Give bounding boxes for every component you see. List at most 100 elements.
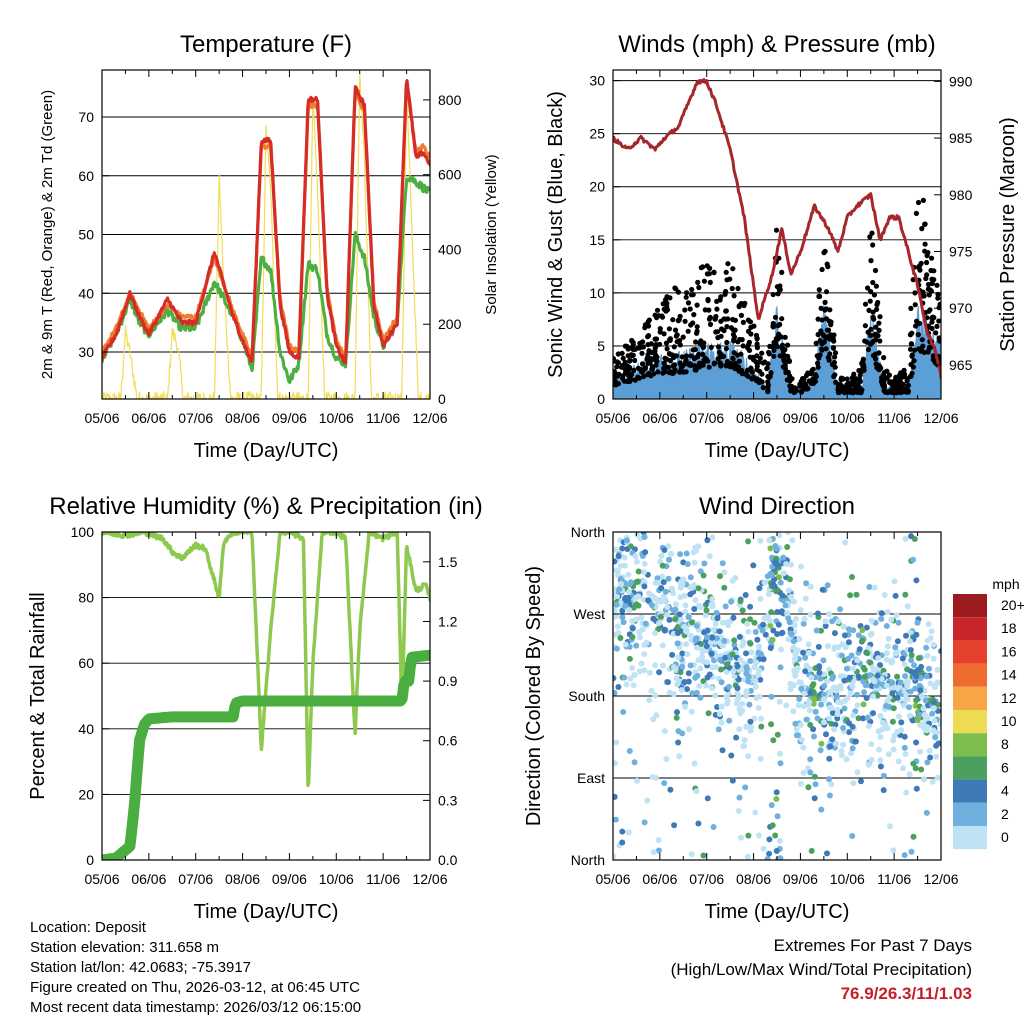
direction-point [721,584,728,591]
direction-point [758,715,765,722]
direction-point [751,664,758,671]
direction-point [859,637,866,644]
direction-point [619,839,626,846]
direction-point [900,765,907,772]
direction-point [758,723,765,730]
panel-direction: 05/06 06/06 07/06 08/06 09/06 10/06 11/06 12/06… [523,493,959,923]
direction-point [756,667,763,674]
direction-point [827,689,833,696]
direction-point [760,621,767,628]
gust-point [897,388,903,394]
y-right-tick-label: 400 [438,241,462,257]
gust-point [861,364,867,370]
direction-point [811,733,817,740]
gust-point [754,353,760,359]
direction-point [644,797,651,804]
direction-point [791,622,798,629]
direction-point [784,609,791,616]
direction-point [665,543,672,550]
direction-point [768,609,775,616]
direction-point [860,701,867,708]
gust-point [701,358,707,364]
direction-point [921,776,927,783]
direction-point [668,550,675,557]
direction-point [627,675,634,682]
gust-point [769,344,776,350]
direction-point [861,673,868,680]
gust-point [868,289,874,295]
y-right-tick-label: 965 [949,357,973,373]
gust-point [714,306,720,312]
direction-point [671,822,678,829]
gust-point [871,292,878,298]
direction-point [704,795,711,802]
x-tick-label: 07/06 [178,871,213,887]
y-right-tick-label: 0 [438,391,446,407]
direction-point [849,574,855,580]
direction-point [653,712,660,719]
direction-point [659,562,666,569]
direction-point [883,702,889,709]
direction-point [864,650,871,657]
direction-point [824,582,831,589]
gust-point [714,329,721,335]
direction-point [916,748,923,755]
gust-point [708,344,714,350]
direction-point [840,724,847,731]
gust-point [822,248,828,254]
gust-point [782,334,788,340]
gust-point [664,304,670,310]
direction-point [826,792,833,799]
direction-point [893,612,900,619]
y-right-tick-label: 990 [949,73,973,89]
direction-point [865,761,872,768]
direction-point [762,631,769,638]
direction-point [854,702,861,709]
direction-point [757,755,764,762]
gust-point [704,263,710,269]
direction-point [852,738,859,745]
gust-point [754,345,761,351]
direction-point [663,756,670,762]
plot-area-winds [613,78,941,399]
direction-point [735,808,742,814]
gust-point [746,342,752,348]
direction-point [792,720,799,727]
direction-point [745,628,752,635]
direction-point [930,705,937,712]
direction-point [838,652,845,659]
direction-point [767,645,774,651]
direction-point [815,643,822,650]
gust-point [691,312,697,318]
direction-point [770,737,777,744]
legend-label: 20+ [1001,597,1024,613]
direction-point [798,685,805,692]
gust-point [770,324,776,330]
direction-point [756,585,763,592]
gust-point [868,258,874,264]
gust-point [870,314,876,320]
direction-point [704,537,711,544]
direction-point [884,609,891,616]
direction-point [933,753,940,760]
gust-point [707,279,713,285]
direction-point [892,650,899,657]
direction-point [807,769,814,776]
gust-point [664,294,670,300]
gust-point [881,369,888,375]
direction-point [894,638,901,645]
direction-point [652,692,659,699]
direction-point [656,620,662,627]
gust-point [675,318,681,324]
y-axis-label: Sonic Wind & Gust (Blue, Black) [545,91,567,378]
gust-point [740,343,746,349]
direction-point [913,739,920,746]
direction-point [703,643,710,650]
direction-point [889,658,896,665]
extremes-subtitle: (High/Low/Max Wind/Total Precipitation) [670,960,972,979]
gust-point [865,346,872,353]
gust-point [661,360,667,366]
direction-point [619,607,626,614]
gust-point [828,332,834,338]
direction-point [691,606,698,612]
